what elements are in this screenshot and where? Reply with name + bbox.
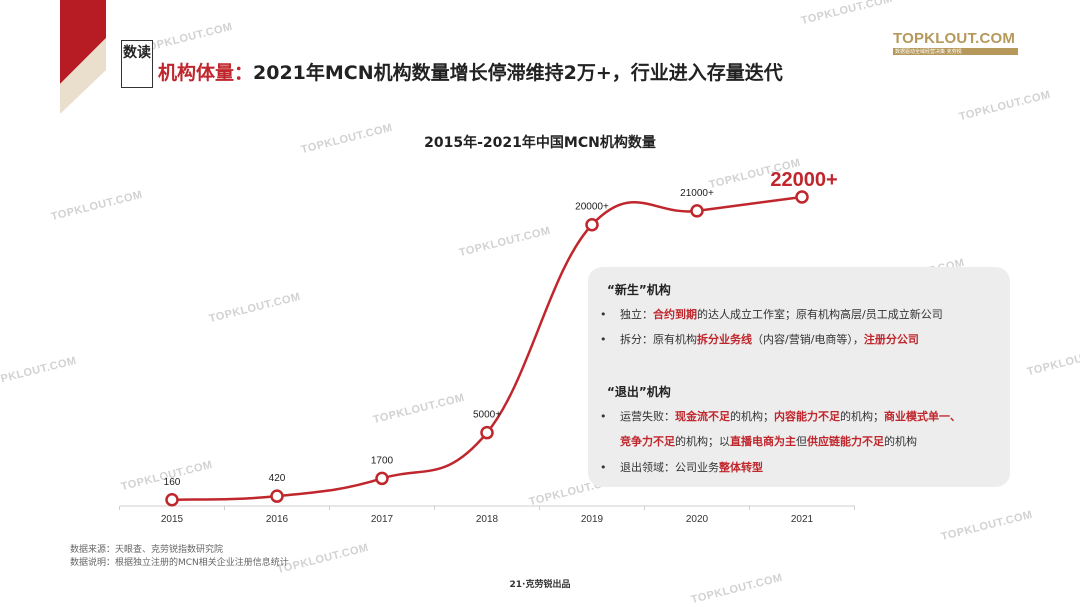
highlight-text: 现金流不足 xyxy=(675,410,730,423)
bullet-icon: • xyxy=(600,461,607,474)
data-point xyxy=(480,425,494,440)
page-footer: 21·克劳锐出品 xyxy=(509,580,571,590)
x-tick-label: 2016 xyxy=(266,514,289,525)
panel-list-item: • 独立：合约到期的达人成立工作室；原有机构高层/员工成立新公司 xyxy=(600,306,943,322)
highlight-text: 合约到期 xyxy=(653,308,697,321)
highlight-text: 注册分公司 xyxy=(863,333,919,346)
x-tick-label: 2020 xyxy=(686,514,709,525)
page-title-keyword: 机构体量： xyxy=(158,62,254,84)
data-label: 5000+ xyxy=(473,410,501,421)
panel-list-item: • 运营失败：现金流不足的机构；内容能力不足的机构；商业模式单一、 xyxy=(600,408,961,424)
data-point xyxy=(585,217,599,232)
data-description-note: 数据说明：根据独立注册的MCN相关企业注册信息统计 xyxy=(70,558,289,568)
body-text: 拆分：原有机构 xyxy=(620,333,697,346)
page-title-text: 2021年MCN机构数量增长停滞维持2万+，行业进入存量迭代 xyxy=(253,62,783,84)
body-text: 的机构； xyxy=(840,410,884,423)
highlight-text: 拆分业务线 xyxy=(697,333,752,346)
section-tag-label: 数读 xyxy=(123,45,151,61)
x-tick-label: 2015 xyxy=(161,514,184,525)
annotation-panel: “新生”机构 “退出”机构 • 独立：合约到期的达人成立工作室；原有机构高层/员工… xyxy=(588,267,1010,487)
highlight-text: 商业模式单一、 xyxy=(884,410,961,423)
highlight-text: 竞争力不足 xyxy=(620,435,675,448)
page-title: 机构体量：2021年MCN机构数量增长停滞维持2万+，行业进入存量迭代 xyxy=(158,58,783,85)
data-label: 21000+ xyxy=(680,188,714,199)
panel-list-item: 竞争力不足的机构；以直播电商为主但供应链能力不足的机构 xyxy=(600,433,917,449)
highlight-text: 整体转型 xyxy=(719,461,763,474)
data-point xyxy=(795,190,809,204)
data-point xyxy=(690,204,704,218)
body-text: （内容/营销/电商等）， xyxy=(752,333,864,346)
bullet-icon: • xyxy=(600,333,607,346)
x-tick-label: 2021 xyxy=(791,514,814,525)
data-label: 20000+ xyxy=(575,202,609,213)
body-text: 但 xyxy=(796,435,807,448)
data-label: 22000+ xyxy=(770,169,837,191)
data-source-note: 数据来源：天眼查、克劳锐指数研究院 xyxy=(70,545,224,555)
body-text: 运营失败： xyxy=(620,410,675,423)
section-tag: 数读 xyxy=(121,40,153,88)
x-tick-label: 2019 xyxy=(581,514,604,525)
body-text: 的机构 xyxy=(884,435,917,448)
panel-list-item: • 拆分：原有机构拆分业务线（内容/营销/电商等），注册分公司 xyxy=(600,331,919,347)
exit-institutions-heading: “退出”机构 xyxy=(607,385,671,399)
highlight-text: 供应链能力不足 xyxy=(807,435,884,448)
data-point xyxy=(375,471,389,486)
chart-title: 2015年-2021年中国MCN机构数量 xyxy=(424,135,656,151)
logo-tagline: 数据驱动全域经营决策 克劳锐 xyxy=(893,48,1018,55)
x-tick-label: 2017 xyxy=(371,514,394,525)
body-text: 的机构； xyxy=(730,410,774,423)
logo-text: TOPKLOUT.COM xyxy=(893,30,1016,47)
x-tick-label: 2018 xyxy=(476,514,499,525)
data-label: 160 xyxy=(164,477,181,488)
data-label: 1700 xyxy=(371,455,394,466)
highlight-text: 直播电商为主 xyxy=(730,435,796,448)
body-text: 的达人成立工作室；原有机构高层/员工成立新公司 xyxy=(697,308,943,321)
body-text: 的机构；以 xyxy=(675,435,730,448)
data-label: 420 xyxy=(269,473,286,484)
data-point xyxy=(270,489,284,503)
body-text: 独立： xyxy=(620,308,653,321)
brand-logo: TOPKLOUT.COM 数据驱动全域经营决策 克劳锐 xyxy=(893,30,1018,55)
data-point xyxy=(165,493,179,507)
bullet-icon: • xyxy=(600,410,607,423)
panel-list-item: • 退出领域：公司业务整体转型 xyxy=(600,459,763,475)
highlight-text: 内容能力不足 xyxy=(774,410,840,423)
bullet-icon: • xyxy=(600,308,607,321)
body-text: 退出领域：公司业务 xyxy=(620,461,719,474)
corner-ribbon-decoration xyxy=(60,0,106,114)
new-institutions-heading: “新生”机构 xyxy=(607,283,671,297)
